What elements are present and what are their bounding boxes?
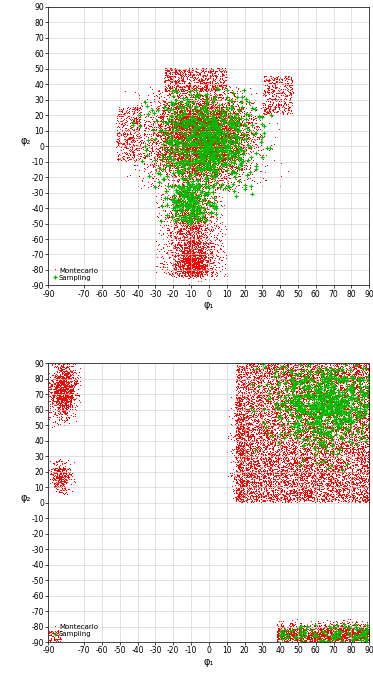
- Y-axis label: φ₂: φ₂: [20, 493, 31, 503]
- X-axis label: φ₁: φ₁: [204, 300, 214, 310]
- Legend: Montecarlo, Sampling: Montecarlo, Sampling: [52, 623, 99, 639]
- Legend: Montecarlo, Sampling: Montecarlo, Sampling: [52, 266, 99, 282]
- Y-axis label: φ₂: φ₂: [20, 136, 31, 146]
- X-axis label: φ₁: φ₁: [204, 657, 214, 667]
